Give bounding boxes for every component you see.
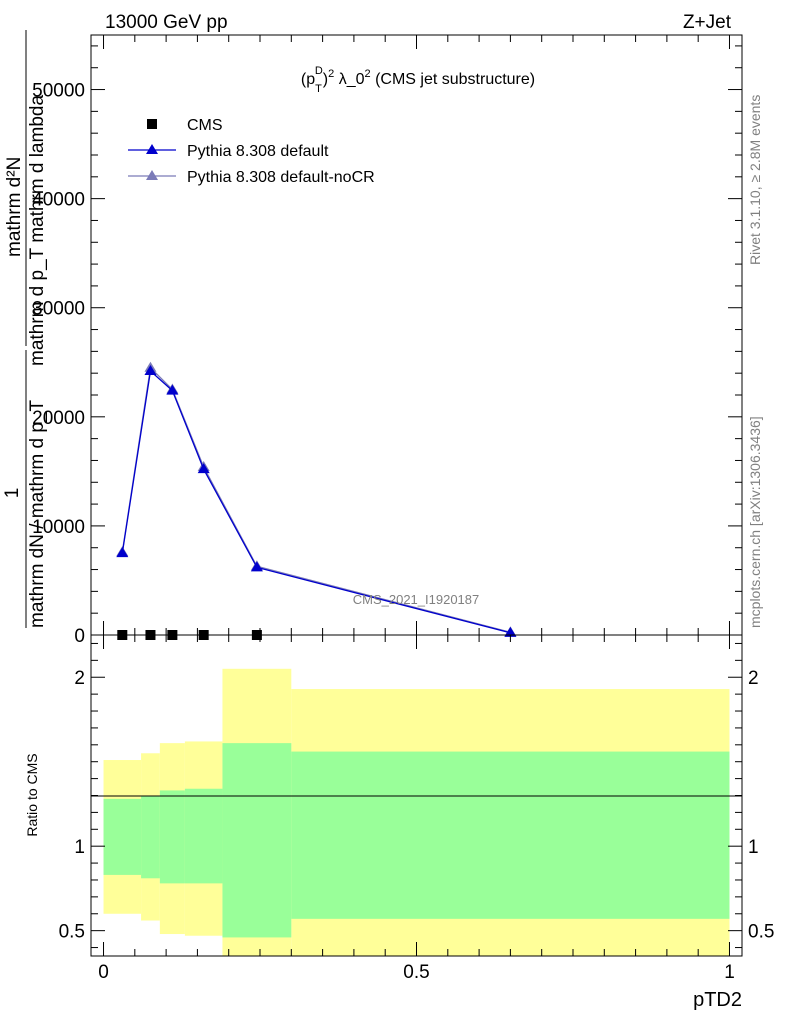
legend-nocr-marker xyxy=(146,170,158,180)
main-panel: 0 10000 20000 30000 40000 50000 (pTD)2 λ_02 (… xyxy=(2,30,743,647)
ratio-green-band xyxy=(291,751,730,919)
ratio-x-axis: 0 0.5 1 xyxy=(98,635,735,983)
y-label-outer-denominator: mathrm dN / mathrm d p_T xyxy=(27,400,48,628)
ratio-y-axis-label: Ratio to CMS xyxy=(24,753,40,836)
y-tick-label: 10000 xyxy=(32,517,85,538)
pythia-default-point xyxy=(197,463,210,474)
x-tick-label: 0.5 xyxy=(403,962,429,983)
y-tick-label: 0 xyxy=(74,626,85,647)
y-label-inner-numerator: mathrm d²N xyxy=(4,157,25,257)
ratio-green-band xyxy=(141,795,160,879)
mcplots-info-label: mcplots.cern.ch [arXiv:1306.3436] xyxy=(747,416,763,628)
ratio-y-tick-label: 2 xyxy=(74,668,85,689)
rivet-info-label: Rivet 3.1.10, ≥ 2.8M events xyxy=(747,95,763,265)
legend-cms-marker xyxy=(147,119,157,129)
legend-cms-label: CMS xyxy=(187,117,223,134)
ratio-y-tick-label-right: 0.5 xyxy=(748,922,774,943)
legend-default-label: Pythia 8.308 default xyxy=(187,143,329,160)
y-label-outer-numerator: 1 xyxy=(2,488,23,499)
pythia-default-line xyxy=(121,369,511,634)
ratio-green-band xyxy=(222,743,292,938)
x-tick-label: 1 xyxy=(724,962,735,983)
pythia-default-point xyxy=(504,626,517,637)
ratio-y-tick-label-right: 1 xyxy=(748,837,759,858)
chart-title: (pTD)2 λ_02 (CMS jet substructure) xyxy=(301,65,535,95)
y-label-inner-denominator: mathrm d p_T mathrm d lambda xyxy=(27,95,48,366)
header-process-label: Z+Jet xyxy=(683,12,732,33)
main-y-axis: 0 10000 20000 30000 40000 50000 xyxy=(32,45,742,647)
legend-nocr-label: Pythia 8.308 default-noCR xyxy=(187,169,375,186)
legend: CMS Pythia 8.308 default Pythia 8.308 de… xyxy=(128,117,375,186)
ratio-y-tick-label-right: 2 xyxy=(748,668,759,689)
ratio-panel: 0.5 0.51 12 2 0 0.5 1 Ratio to CMS pTD2 xyxy=(24,634,774,1011)
x-axis-label: pTD2 xyxy=(693,989,742,1011)
y-tick-label: 50000 xyxy=(32,81,85,102)
y-tick-label: 20000 xyxy=(32,408,85,429)
x-tick-label: 0 xyxy=(98,962,109,983)
pythia-default-point xyxy=(144,365,157,375)
pythia-default-point xyxy=(250,561,263,572)
header-energy-label: 13000 GeV pp xyxy=(105,12,228,33)
y-tick-label: 30000 xyxy=(32,299,85,320)
analysis-watermark: CMS_2021_I1920187 xyxy=(353,592,480,607)
ratio-green-band xyxy=(184,788,223,884)
ratio-green-band xyxy=(159,790,185,884)
ratio-y-axis: 0.5 0.5 1 1 2 2 xyxy=(59,642,774,949)
main-y-axis-label: 1 mathrm dN / mathrm d p_T mathrm d²N ma… xyxy=(2,30,48,628)
y-tick-label: 40000 xyxy=(32,190,85,211)
ratio-green-band xyxy=(103,798,142,875)
pythia-default-point xyxy=(116,547,129,558)
ratio-y-tick-label: 0.5 xyxy=(59,922,85,943)
legend-default-marker xyxy=(146,144,158,154)
ratio-uncertainty-bands xyxy=(103,668,730,956)
pythia-default-point xyxy=(166,384,179,395)
ratio-y-tick-label: 1 xyxy=(74,837,85,858)
